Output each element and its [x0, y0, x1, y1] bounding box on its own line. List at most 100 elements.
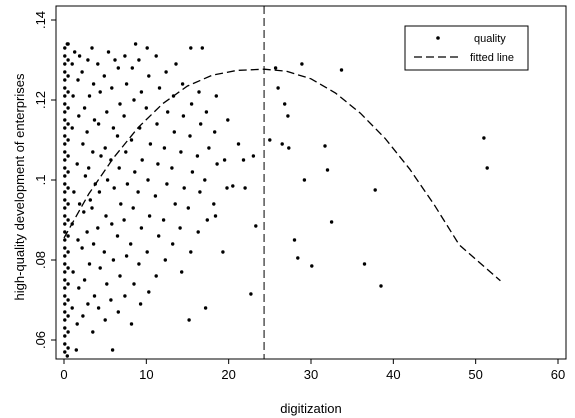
data-point — [106, 50, 111, 54]
data-point — [273, 66, 278, 70]
data-point — [82, 278, 87, 282]
data-point — [63, 46, 67, 50]
data-point — [212, 202, 216, 206]
data-point — [170, 166, 174, 170]
data-point — [63, 166, 67, 170]
data-point — [156, 162, 160, 166]
data-point — [105, 110, 109, 114]
data-point — [485, 166, 489, 170]
data-point — [97, 190, 102, 194]
data-point — [132, 98, 136, 102]
data-point — [73, 50, 77, 54]
data-point — [283, 102, 287, 106]
data-point — [66, 74, 70, 78]
data-point — [180, 82, 185, 86]
data-point — [63, 350, 67, 354]
data-point — [225, 186, 229, 190]
data-point — [189, 46, 193, 50]
data-point — [66, 90, 70, 94]
data-point — [188, 134, 192, 138]
data-point — [226, 118, 230, 122]
data-point — [86, 302, 90, 306]
data-point — [63, 278, 67, 282]
data-point — [199, 122, 203, 126]
data-point — [110, 86, 114, 90]
data-point — [137, 58, 141, 62]
data-point — [231, 184, 235, 188]
data-point — [63, 294, 67, 298]
data-point — [98, 90, 102, 94]
data-point — [254, 224, 258, 228]
data-point — [268, 138, 272, 142]
data-point — [88, 198, 93, 202]
data-point — [146, 178, 150, 182]
data-point — [66, 58, 70, 62]
x-tick-label: 20 — [221, 367, 235, 382]
data-point — [155, 122, 159, 126]
data-point — [63, 126, 67, 130]
data-point — [63, 110, 67, 114]
data-point — [205, 218, 209, 222]
data-point — [82, 106, 87, 110]
x-tick-label: 40 — [386, 367, 400, 382]
data-point — [105, 282, 109, 286]
data-point — [63, 182, 67, 186]
y-tick-label: .12 — [33, 91, 48, 109]
data-point — [144, 106, 148, 110]
x-tick-label: 50 — [468, 367, 482, 382]
data-point — [329, 220, 334, 224]
data-point — [85, 230, 89, 234]
data-point — [300, 62, 304, 66]
data-point — [66, 330, 70, 334]
data-point — [137, 262, 141, 266]
data-point — [111, 258, 116, 262]
data-point — [63, 102, 67, 106]
data-point — [104, 214, 108, 218]
data-point — [310, 264, 314, 268]
data-point — [241, 158, 246, 162]
data-point — [182, 186, 186, 190]
data-point — [163, 258, 167, 262]
data-point — [92, 294, 97, 298]
data-point — [102, 74, 107, 78]
data-point — [115, 134, 120, 138]
data-point — [63, 198, 67, 202]
data-point — [91, 82, 96, 86]
data-point — [186, 206, 190, 210]
data-point — [70, 126, 74, 130]
data-point — [280, 142, 284, 146]
data-point — [63, 318, 67, 322]
legend-quality-label: quality — [474, 33, 506, 45]
data-point — [123, 54, 127, 58]
data-point — [103, 318, 107, 322]
data-point — [87, 262, 92, 266]
data-point — [251, 154, 256, 158]
data-point — [214, 94, 218, 98]
data-point — [63, 238, 67, 242]
data-point — [63, 86, 67, 90]
data-point — [145, 250, 149, 254]
data-point — [77, 286, 81, 290]
data-point — [154, 274, 158, 278]
x-tick-label: 10 — [139, 367, 153, 382]
data-point — [71, 94, 75, 98]
data-point — [147, 214, 152, 218]
data-point — [63, 286, 67, 290]
data-point — [180, 270, 184, 274]
data-point — [63, 302, 67, 306]
data-point — [171, 242, 175, 246]
data-point — [139, 226, 144, 230]
data-point — [96, 306, 101, 310]
data-point — [63, 230, 67, 234]
y-axis-ticks: .06 .08 .1 .12 .14 — [33, 11, 56, 349]
data-point — [77, 114, 81, 118]
data-point — [63, 214, 67, 218]
data-point — [122, 114, 126, 118]
data-point — [91, 150, 95, 154]
data-point — [85, 130, 89, 134]
y-axis-label: high-quality development of enterprises — [12, 73, 27, 300]
data-point — [287, 146, 291, 150]
data-point — [123, 294, 127, 298]
data-point — [173, 202, 177, 206]
data-point — [63, 270, 67, 274]
